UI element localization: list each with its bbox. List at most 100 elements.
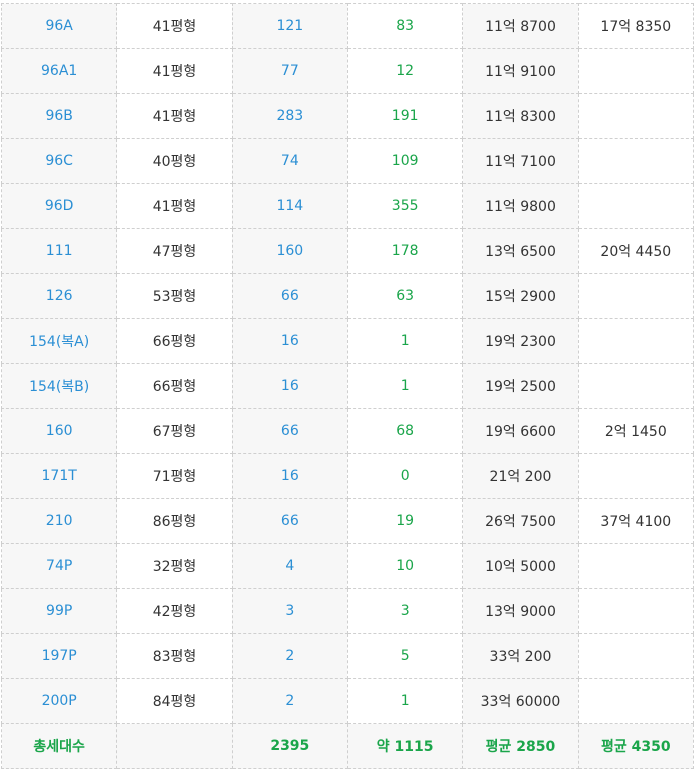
cell-extra-price xyxy=(577,318,694,364)
cell-price: 11억 8700 xyxy=(462,3,579,49)
cell-type: 160 xyxy=(0,408,118,454)
cell-size: 66평형 xyxy=(116,318,233,364)
cell-size: 86평형 xyxy=(116,498,233,544)
cell-units: 2 xyxy=(231,678,348,724)
cell-type: 171T xyxy=(0,453,118,499)
cell-size: 83평형 xyxy=(116,633,233,679)
cell-transactions: 1 xyxy=(346,318,464,364)
table-row: 96D 41평형 114 355 11억 9800 xyxy=(0,183,694,229)
cell-extra-price xyxy=(577,48,694,94)
table-row: 96B 41평형 283 191 11억 8300 xyxy=(0,93,694,139)
cell-units: 114 xyxy=(231,183,348,229)
cell-extra-price xyxy=(577,93,694,139)
cell-units: 16 xyxy=(231,453,348,499)
cell-type: 99P xyxy=(0,588,118,634)
cell-size: 71평형 xyxy=(116,453,233,499)
cell-units: 2 xyxy=(231,633,348,679)
cell-type: 96B xyxy=(0,93,118,139)
cell-units: 16 xyxy=(231,363,348,409)
cell-transactions: 63 xyxy=(346,273,464,319)
total-average-price: 평균 2850 xyxy=(462,723,579,769)
cell-units: 121 xyxy=(231,3,348,49)
cell-transactions: 1 xyxy=(346,363,464,409)
table-row: 74P 32평형 4 10 10억 5000 xyxy=(0,543,694,589)
cell-price: 13억 6500 xyxy=(462,228,579,274)
cell-units: 3 xyxy=(231,588,348,634)
cell-units: 66 xyxy=(231,273,348,319)
cell-price: 19억 2300 xyxy=(462,318,579,364)
table-row: 96A 41평형 121 83 11억 8700 17억 8350 xyxy=(0,3,694,49)
cell-type: 126 xyxy=(0,273,118,319)
cell-transactions: 68 xyxy=(346,408,464,454)
table-row: 96A1 41평형 77 12 11억 9100 xyxy=(0,48,694,94)
cell-extra-price: 2억 1450 xyxy=(577,408,694,454)
table-body: 96A 41평형 121 83 11억 8700 17억 8350 96A1 41평형 77 12… xyxy=(0,3,694,769)
cell-units: 77 xyxy=(231,48,348,94)
cell-price: 19억 6600 xyxy=(462,408,579,454)
apartment-type-table: 96A 41평형 121 83 11억 8700 17억 8350 96A1 41평형 77 12… xyxy=(0,3,694,769)
table-row: 154(복A) 66평형 16 1 19억 2300 xyxy=(0,318,694,364)
table-row: 160 67평형 66 68 19억 6600 2억 1450 xyxy=(0,408,694,454)
cell-price: 33억 200 xyxy=(462,633,579,679)
cell-extra-price xyxy=(577,588,694,634)
cell-size: 84평형 xyxy=(116,678,233,724)
cell-extra-price xyxy=(577,183,694,229)
cell-price: 26억 7500 xyxy=(462,498,579,544)
cell-extra-price xyxy=(577,678,694,724)
cell-transactions: 10 xyxy=(346,543,464,589)
cell-transactions: 5 xyxy=(346,633,464,679)
cell-price: 33억 60000 xyxy=(462,678,579,724)
total-transactions: 약 1115 xyxy=(346,723,464,769)
cell-price: 11억 7100 xyxy=(462,138,579,184)
cell-transactions: 3 xyxy=(346,588,464,634)
total-row: 총세대수 2395 약 1115 평균 2850 평균 4350 xyxy=(0,723,694,769)
cell-extra-price xyxy=(577,138,694,184)
cell-transactions: 0 xyxy=(346,453,464,499)
table-row: 154(복B) 66평형 16 1 19억 2500 xyxy=(0,363,694,409)
cell-type: 74P xyxy=(0,543,118,589)
table-row: 171T 71평형 16 0 21억 200 xyxy=(0,453,694,499)
cell-transactions: 355 xyxy=(346,183,464,229)
cell-type: 210 xyxy=(0,498,118,544)
cell-size: 40평형 xyxy=(116,138,233,184)
cell-extra-price: 37억 4100 xyxy=(577,498,694,544)
total-size xyxy=(116,723,233,769)
cell-extra-price xyxy=(577,273,694,319)
cell-units: 74 xyxy=(231,138,348,184)
cell-size: 42평형 xyxy=(116,588,233,634)
cell-extra-price xyxy=(577,453,694,499)
cell-price: 13억 9000 xyxy=(462,588,579,634)
cell-transactions: 83 xyxy=(346,3,464,49)
cell-type: 96C xyxy=(0,138,118,184)
table-row: 126 53평형 66 63 15억 2900 xyxy=(0,273,694,319)
total-label: 총세대수 xyxy=(0,723,118,769)
cell-size: 67평형 xyxy=(116,408,233,454)
table-row: 111 47평형 160 178 13억 6500 20억 4450 xyxy=(0,228,694,274)
cell-size: 41평형 xyxy=(116,93,233,139)
cell-size: 47평형 xyxy=(116,228,233,274)
cell-type: 96A1 xyxy=(0,48,118,94)
cell-units: 66 xyxy=(231,408,348,454)
cell-extra-price xyxy=(577,633,694,679)
cell-transactions: 191 xyxy=(346,93,464,139)
cell-units: 4 xyxy=(231,543,348,589)
cell-units: 66 xyxy=(231,498,348,544)
cell-type: 197P xyxy=(0,633,118,679)
cell-price: 21억 200 xyxy=(462,453,579,499)
cell-transactions: 109 xyxy=(346,138,464,184)
cell-extra-price xyxy=(577,543,694,589)
cell-extra-price: 20억 4450 xyxy=(577,228,694,274)
cell-extra-price: 17억 8350 xyxy=(577,3,694,49)
cell-price: 11억 9100 xyxy=(462,48,579,94)
cell-price: 11억 9800 xyxy=(462,183,579,229)
total-average-extra: 평균 4350 xyxy=(577,723,694,769)
cell-transactions: 12 xyxy=(346,48,464,94)
table-row: 99P 42평형 3 3 13억 9000 xyxy=(0,588,694,634)
table-row: 197P 83평형 2 5 33억 200 xyxy=(0,633,694,679)
cell-type: 154(복A) xyxy=(0,318,118,364)
cell-units: 283 xyxy=(231,93,348,139)
table-row: 200P 84평형 2 1 33억 60000 xyxy=(0,678,694,724)
cell-size: 32평형 xyxy=(116,543,233,589)
cell-price: 19억 2500 xyxy=(462,363,579,409)
